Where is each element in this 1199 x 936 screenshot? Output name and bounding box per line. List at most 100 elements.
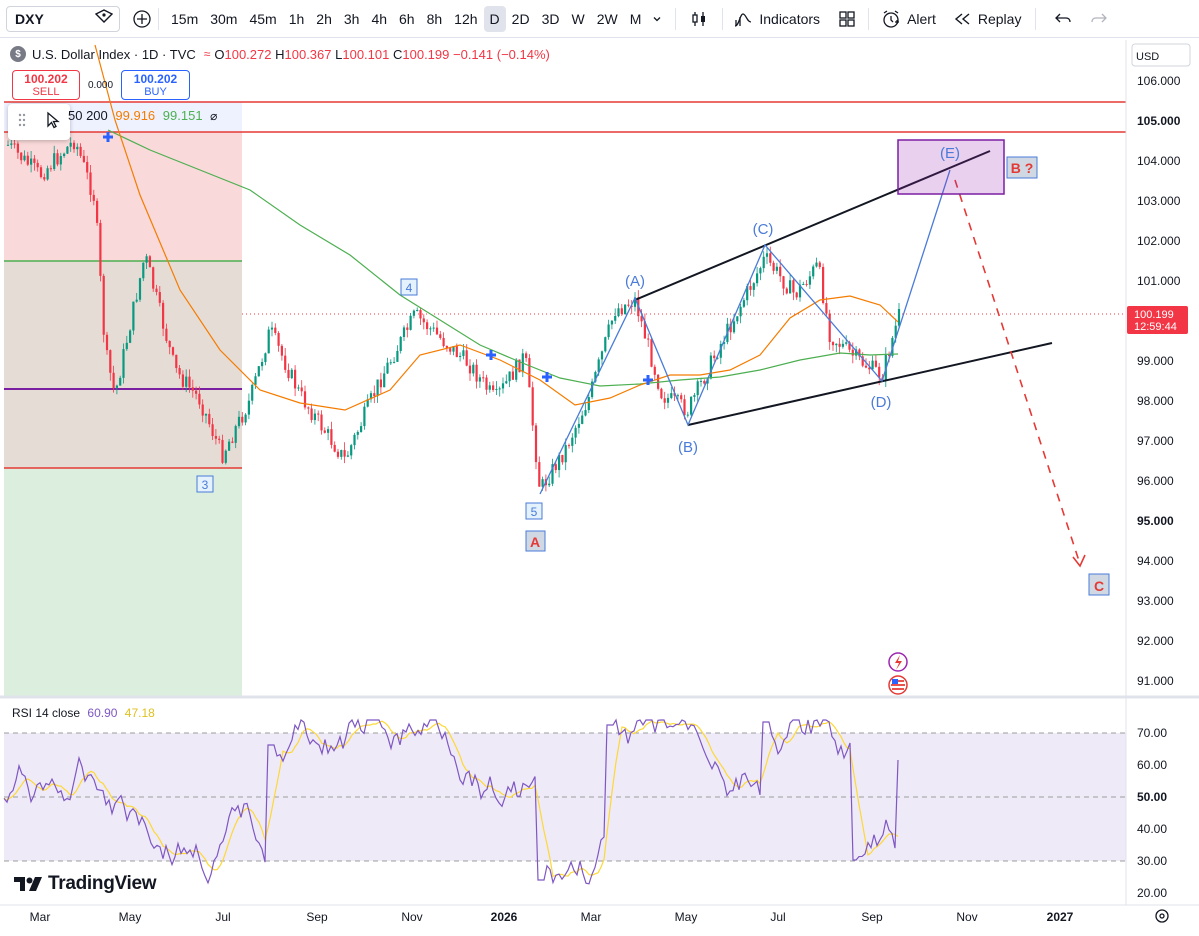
sell-button[interactable]: 100.202 SELL [12,70,80,100]
candle-body [142,262,145,279]
timeframe-6h[interactable]: 6h [399,10,415,27]
candles-icon[interactable] [690,10,708,28]
rsi-ma-value: 47.18 [124,706,155,720]
candle-body [66,146,69,154]
replay-icon[interactable] [954,12,972,26]
candle-body [663,398,666,403]
box-label-a: A [525,530,546,552]
drag-handle-icon[interactable] [18,112,26,133]
sell-label: SELL [32,86,60,98]
indicators-button[interactable]: Indicators [759,10,821,27]
candle-body [251,384,254,401]
alarm-clock-icon[interactable] [881,9,901,29]
timeframe-4h[interactable]: 4h [371,10,388,27]
candle-body [482,377,485,379]
add-symbol-icon[interactable] [132,9,152,29]
redo-icon[interactable] [1090,12,1108,26]
price-chart[interactable]: (A) (B) (C) (D) (E) 3 4 5 A B ? C 106.00… [0,39,1199,936]
undo-icon[interactable] [1054,12,1072,26]
candle-body [640,316,643,322]
tradingview-logo[interactable]: TradingView [14,873,157,895]
candle-body [492,385,495,390]
candle-body [650,339,653,367]
alert-button[interactable]: Alert [907,10,936,27]
timeframe-12h[interactable]: 12h [454,10,478,27]
lower-trendline[interactable] [687,342,1053,426]
candle-body [39,167,43,178]
candle-body [426,322,429,330]
rsi-tick: 40.00 [1137,822,1167,836]
timeframe-W[interactable]: W [571,10,585,27]
timeframe-8h[interactable]: 8h [426,10,443,27]
candle-body [20,152,23,161]
price-tick: 102.000 [1137,234,1181,248]
hide-icon[interactable]: ⌀ [210,109,218,123]
candle-body [300,387,303,392]
candle-body [713,355,716,359]
candle-body [435,327,439,335]
candle-body [105,334,109,351]
symbol-search[interactable]: DXY [6,5,120,32]
candle-body [270,327,274,330]
top-toolbar: DXY 15m 30m 45m 1h 2h 3h 4h 6h 8h 12h D 2D 3D W 2W M In… [0,0,1199,38]
timeframe-15m[interactable]: 15m [171,10,199,27]
ma50-value: 99.916 [115,108,156,123]
timeframe-2D[interactable]: 2D [511,10,530,27]
candle-body [396,350,399,362]
timeframe-2h[interactable]: 2h [316,10,332,27]
buy-button[interactable]: 100.202 BUY [121,70,190,100]
drawing-toolbar[interactable] [8,104,70,140]
time-axis[interactable]: Mar May Jul Sep Nov 2026 Mar May Jul Sep Nov 2027 [30,910,1074,924]
candle-body [191,387,194,391]
candle-body [399,336,402,351]
timeframe-M[interactable]: M [629,10,642,27]
cursor-icon[interactable] [45,111,61,134]
candle-body [617,308,620,317]
candle-body [188,376,191,388]
rsi-axis[interactable]: 70.00 60.00 50.00 40.00 30.00 20.00 [1137,726,1167,900]
projection-arrow[interactable] [954,179,1081,565]
candle-body [561,454,564,463]
timeframe-3h[interactable]: 3h [343,10,360,27]
dollar-icon: $ [10,46,26,62]
candle-body [864,365,868,368]
candle-body [145,256,148,263]
upper-trendline[interactable] [634,150,991,301]
candle-body [171,347,175,355]
candle-body [178,368,181,375]
layouts-icon[interactable] [838,10,856,28]
candle-body [693,395,696,397]
target-zone-box[interactable] [897,139,1005,195]
chevron-down-icon[interactable] [651,13,663,25]
candle-body [152,267,155,289]
price-axis[interactable]: 106.000 105.000 104.000 103.000 102.000 101.0… [1137,74,1181,688]
candle-body [749,286,752,290]
symbol-legend: $ U.S. Dollar Index · 1D · TVC ≈ O100.27… [10,46,550,62]
candle-body [264,353,267,362]
last-price-value: 100.199 [1134,309,1174,321]
timeframe-45m[interactable]: 45m [249,10,277,27]
ma200-line [107,129,899,387]
indicators-icon[interactable] [733,10,753,28]
replay-button[interactable]: Replay [977,10,1022,27]
candle-body [462,350,465,356]
gear-icon[interactable] [1154,908,1170,927]
timeframe-D[interactable]: D [483,5,506,32]
currency-selector[interactable] [1131,43,1191,67]
candle-body [254,376,257,385]
lightning-event-icon[interactable] [888,652,908,672]
compare-icon[interactable] [94,9,114,28]
us-flag-event-icon[interactable] [888,675,908,695]
candle-body [287,369,290,379]
candle-body [825,303,828,314]
candle-body [468,365,472,374]
timeframe-1h[interactable]: 1h [288,10,305,27]
timeframe-30m[interactable]: 30m [210,10,238,27]
candle-body [320,414,323,431]
time-tick: 2026 [491,910,518,924]
wave-path[interactable] [539,169,951,495]
candle-body [709,355,712,379]
timeframe-2W[interactable]: 2W [596,10,618,27]
timeframe-3D[interactable]: 3D [541,10,560,27]
candle-body [680,395,683,400]
